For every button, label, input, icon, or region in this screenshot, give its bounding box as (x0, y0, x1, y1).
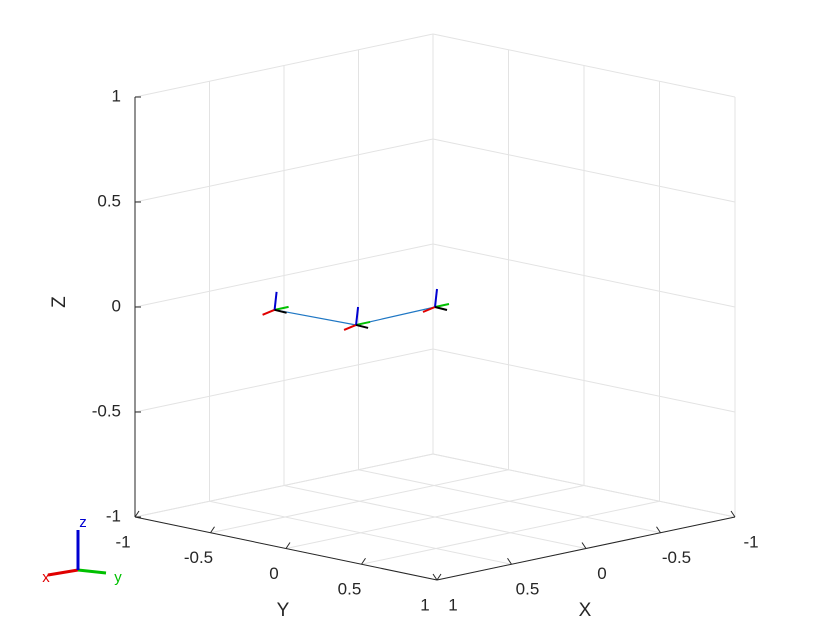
y-tick (210, 526, 215, 534)
frame-axis (355, 320, 371, 326)
grid-line (432, 453, 736, 518)
triad-axis (77, 568, 107, 575)
grid-line (134, 33, 434, 98)
joint-frame (422, 288, 450, 313)
robot-link-line (274, 306, 436, 326)
frame-axis (343, 324, 357, 331)
grid-line (134, 243, 434, 308)
grid-line (432, 348, 736, 413)
joint-frame (343, 306, 371, 331)
y-axis-label: Y (277, 600, 290, 621)
x-tick (432, 573, 438, 581)
z-tick-label: 1 (112, 86, 121, 105)
grid-line (285, 485, 585, 549)
x-tick-label: 0 (597, 564, 606, 583)
frame-axis (434, 303, 450, 308)
y-tick-label: -0.5 (184, 548, 213, 567)
frame-axis (434, 306, 448, 311)
x-tick (581, 542, 587, 549)
grid-line (361, 500, 660, 565)
grid-line (432, 243, 736, 308)
frame-axis (262, 308, 275, 316)
z-tick-label: -0.5 (92, 401, 121, 420)
frame-axis (273, 291, 278, 310)
x-tick-label: 1 (448, 595, 457, 614)
z-tick-label: 0 (112, 296, 121, 315)
x-tick-label: -0.5 (662, 548, 691, 567)
grid-line (134, 138, 434, 203)
triad-label: y (114, 569, 122, 586)
y-tick (285, 542, 291, 549)
grid-line (134, 453, 434, 518)
frame-axis (355, 323, 369, 329)
y-tick-label: -1 (115, 532, 130, 551)
grid-line (210, 469, 509, 534)
frame-axis (434, 288, 438, 308)
z-axis-label: Z (49, 296, 70, 308)
z-tick-label: 0.5 (97, 191, 121, 210)
y-tick (436, 573, 442, 581)
grid-line (432, 33, 736, 98)
frame-axis (355, 306, 360, 326)
triad-axis (47, 568, 79, 577)
grid-line (432, 138, 736, 203)
y-tick (134, 510, 140, 518)
y-tick-label: 1 (420, 595, 429, 614)
joint-frame (262, 291, 289, 316)
y-tick (361, 557, 366, 565)
x-tick (656, 526, 661, 534)
x-axis-label: X (579, 600, 592, 621)
frame-axis (274, 305, 289, 311)
grid-line (134, 348, 434, 413)
y-tick-label: 0 (269, 564, 278, 583)
frame-axis (274, 308, 287, 314)
z-tick-label: -1 (106, 506, 121, 525)
frame-axis (422, 306, 436, 313)
x-tick-label: 0.5 (516, 580, 540, 599)
x-tick-label: -1 (743, 532, 758, 551)
x-tick (730, 510, 736, 518)
x-tick (507, 557, 512, 565)
y-tick-label: 0.5 (338, 580, 362, 599)
triad-label: z (79, 514, 87, 531)
triad-label: x (42, 569, 50, 586)
